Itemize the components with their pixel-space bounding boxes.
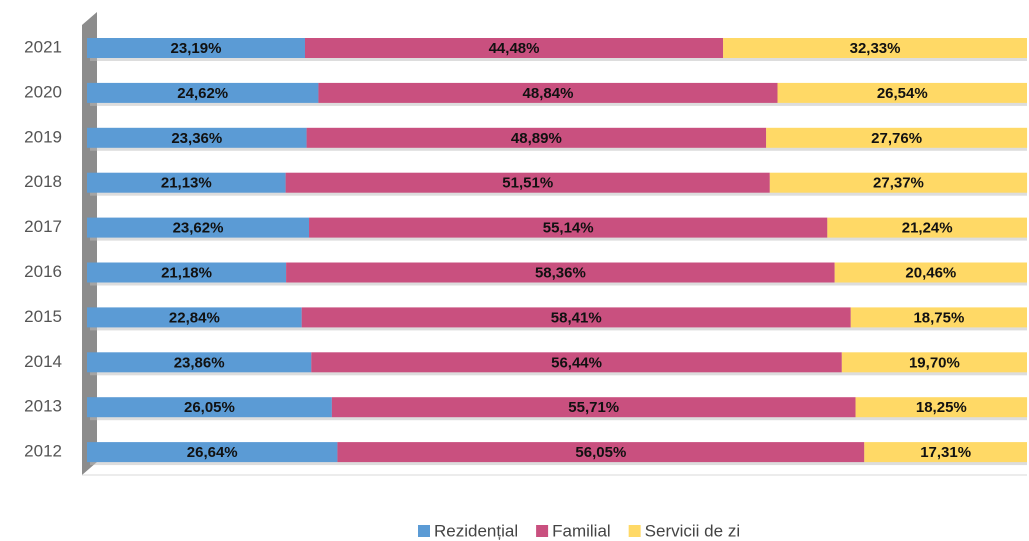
bar-segment bbox=[331, 397, 856, 418]
y-tick-label: 2012 bbox=[24, 442, 62, 461]
data-label: 56,44% bbox=[551, 354, 602, 371]
bar-segment bbox=[841, 352, 1027, 373]
data-label: 51,51% bbox=[502, 175, 553, 192]
bar-segment bbox=[834, 262, 1027, 283]
data-label: 23,62% bbox=[173, 220, 224, 237]
data-label: 55,14% bbox=[543, 220, 594, 237]
bar-segment bbox=[301, 307, 851, 328]
data-label: 26,54% bbox=[877, 85, 928, 102]
bar-segment bbox=[87, 172, 286, 193]
bar-segment bbox=[87, 442, 338, 463]
y-tick-label: 2015 bbox=[24, 307, 62, 326]
data-label: 32,33% bbox=[850, 40, 901, 57]
bar-segment bbox=[87, 82, 319, 103]
data-label: 48,84% bbox=[523, 85, 574, 102]
bar-segment bbox=[87, 38, 305, 58]
bar-segment bbox=[723, 38, 1027, 58]
data-label: 56,05% bbox=[575, 444, 626, 461]
legend-swatch bbox=[418, 525, 430, 537]
data-label: 58,41% bbox=[551, 309, 602, 326]
data-label: 48,89% bbox=[511, 130, 562, 147]
legend-label: Familial bbox=[552, 521, 611, 540]
data-label: 23,19% bbox=[171, 40, 222, 57]
bar-segment bbox=[864, 442, 1027, 463]
bar-segment bbox=[827, 217, 1027, 238]
bar-segment bbox=[285, 172, 770, 193]
data-label: 18,75% bbox=[913, 309, 964, 326]
bar-segment bbox=[87, 397, 332, 418]
y-tick-label: 2019 bbox=[24, 127, 62, 146]
bar-segment bbox=[309, 217, 828, 238]
bar-segment bbox=[87, 217, 310, 238]
bar-segment bbox=[855, 397, 1028, 418]
y-tick-label: 2020 bbox=[24, 82, 62, 101]
data-label: 26,64% bbox=[187, 444, 238, 461]
data-label: 58,36% bbox=[535, 264, 586, 281]
bar-segment bbox=[304, 38, 724, 58]
legend-swatch bbox=[536, 525, 549, 537]
data-label: 18,25% bbox=[916, 399, 967, 416]
data-label: 22,84% bbox=[169, 309, 220, 326]
bar-segment bbox=[87, 307, 302, 328]
data-label: 20,46% bbox=[905, 264, 956, 281]
bar-segment bbox=[337, 442, 865, 463]
data-label: 21,13% bbox=[161, 175, 212, 192]
data-label: 19,70% bbox=[909, 354, 960, 371]
data-label: 21,24% bbox=[902, 220, 953, 237]
data-label: 21,18% bbox=[161, 264, 212, 281]
bar-segment bbox=[306, 127, 767, 148]
data-label: 27,37% bbox=[873, 175, 924, 192]
bar-segment bbox=[766, 127, 1028, 148]
y-tick-label: 2017 bbox=[24, 217, 62, 236]
data-label: 44,48% bbox=[489, 40, 540, 57]
data-label: 27,76% bbox=[871, 130, 922, 147]
bar-segment bbox=[87, 352, 312, 373]
legend-label: Servicii de zi bbox=[645, 521, 740, 540]
data-label: 23,86% bbox=[174, 354, 225, 371]
data-label: 17,31% bbox=[920, 444, 971, 461]
data-label: 23,36% bbox=[171, 130, 222, 147]
y-tick-label: 2018 bbox=[24, 172, 62, 191]
y-tick-label: 2014 bbox=[24, 352, 62, 371]
bar-segment bbox=[769, 172, 1028, 193]
legend-label: Rezidențial bbox=[434, 521, 518, 540]
y-tick-label: 2013 bbox=[24, 397, 62, 416]
bar-segment bbox=[311, 352, 842, 373]
data-label: 24,62% bbox=[177, 85, 228, 102]
bar-segment bbox=[777, 82, 1027, 103]
bar-segment bbox=[318, 82, 778, 103]
data-label: 26,05% bbox=[184, 399, 235, 416]
bar-segment bbox=[286, 262, 835, 283]
legend-swatch bbox=[628, 525, 641, 537]
data-label: 55,71% bbox=[568, 399, 619, 416]
y-tick-label: 2021 bbox=[24, 37, 62, 56]
bar-segment bbox=[850, 307, 1027, 328]
bar-segment bbox=[87, 262, 287, 283]
bar-segment bbox=[87, 127, 307, 148]
y-tick-label: 2016 bbox=[24, 262, 62, 281]
